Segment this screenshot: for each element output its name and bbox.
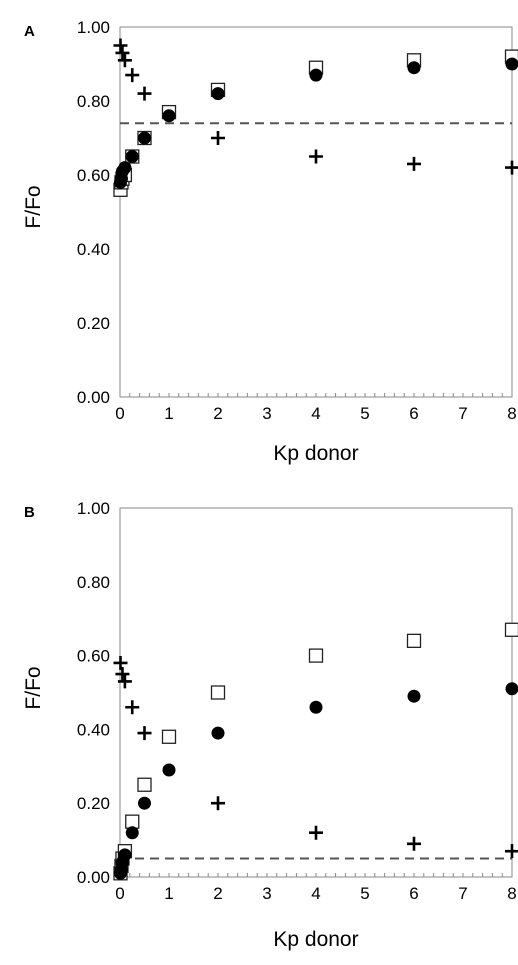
- data-point-open-square: [504, 622, 518, 637]
- x-tick-label: 5: [360, 404, 369, 423]
- panel-letter: A: [24, 23, 35, 40]
- x-tick-label: 5: [360, 884, 369, 903]
- data-point-plus: [125, 700, 140, 715]
- data-point-filled-circle: [211, 726, 225, 740]
- data-point-open-square: [161, 729, 177, 744]
- data-point-plus: [117, 53, 132, 68]
- data-point-filled-circle: [505, 57, 518, 71]
- data-point-plus: [309, 149, 323, 164]
- x-tick-label: 2: [213, 404, 222, 423]
- data-point-filled-circle: [211, 87, 225, 101]
- data-point-filled-circle: [407, 689, 421, 703]
- y-axis-title: F/Fo: [22, 666, 45, 709]
- data-point-plus: [309, 825, 323, 840]
- y-tick-label: 0.20: [77, 794, 110, 813]
- data-point-filled-circle: [162, 763, 176, 777]
- x-tick-label: 4: [311, 884, 320, 903]
- y-tick-label: 0.60: [77, 166, 110, 185]
- y-tick-label: 0.20: [77, 314, 110, 333]
- data-point-filled-circle: [162, 109, 176, 123]
- data-point-plus: [407, 156, 421, 171]
- data-point-plus: [137, 726, 152, 741]
- data-point-filled-circle: [505, 682, 518, 696]
- x-axis-title: Kp donor: [273, 928, 358, 951]
- x-axis-title: Kp donor: [273, 442, 358, 465]
- data-point-filled-circle: [118, 848, 132, 862]
- data-point-plus: [505, 844, 518, 859]
- data-point-plus: [407, 836, 421, 851]
- y-tick-label: 1.00: [77, 18, 110, 37]
- y-tick-label: 0.40: [77, 720, 110, 739]
- data-point-plus: [211, 796, 225, 811]
- y-tick-label: 0.00: [77, 868, 110, 887]
- data-point-filled-circle: [125, 150, 139, 163]
- y-tick-label: 0.60: [77, 647, 110, 666]
- y-axis-title: F/Fo: [22, 185, 45, 228]
- x-tick-label: 4: [311, 404, 320, 423]
- x-tick-label: 3: [262, 884, 271, 903]
- data-point-filled-circle: [125, 826, 139, 840]
- x-tick-label: 7: [458, 884, 467, 903]
- x-tick-label: 0: [115, 884, 124, 903]
- x-tick-label: 1: [164, 404, 173, 423]
- data-point-filled-circle: [407, 61, 421, 75]
- data-point-plus: [113, 38, 128, 53]
- data-point-plus: [505, 160, 518, 175]
- data-point-open-square: [137, 777, 152, 792]
- data-point-filled-circle: [138, 131, 151, 145]
- y-tick-label: 0.80: [77, 573, 110, 592]
- data-point-plus: [117, 674, 132, 689]
- x-tick-label: 7: [458, 404, 467, 423]
- data-point-filled-circle: [118, 161, 132, 175]
- data-point-plus: [115, 667, 130, 682]
- x-tick-label: 8: [507, 404, 516, 423]
- x-tick-label: 6: [409, 404, 418, 423]
- chart-panel-a: A F/Fo Kp donor 0 1 2 3 4 5 6 7 8 0.00 0.20 0.40 0.6…: [22, 18, 518, 465]
- chart-panel-b: B F/Fo Kp donor 0 1 2 3 4 5 6 7 8 0.00 0.20 0.40 0.6…: [22, 499, 518, 951]
- y-tick-label: 0.80: [77, 92, 110, 111]
- data-point-filled-circle: [309, 68, 323, 82]
- x-tick-label: 1: [164, 884, 173, 903]
- x-tick-label: 6: [409, 884, 418, 903]
- data-point-plus: [115, 45, 130, 60]
- x-tick-label: 0: [115, 404, 124, 423]
- y-tick-label: 0.00: [77, 388, 110, 407]
- data-point-plus: [137, 86, 152, 101]
- data-point-open-square: [308, 648, 324, 663]
- y-tick-label: 1.00: [77, 499, 110, 518]
- data-point-plus: [125, 68, 140, 83]
- x-tick-label: 3: [262, 404, 271, 423]
- data-point-plus: [113, 655, 128, 670]
- panel-letter: B: [24, 504, 35, 521]
- data-point-plus: [211, 131, 225, 145]
- data-point-open-square: [406, 633, 422, 648]
- x-tick-label: 8: [507, 884, 516, 903]
- data-point-open-square: [125, 814, 140, 829]
- data-point-open-square: [210, 685, 226, 700]
- data-point-filled-circle: [309, 700, 323, 714]
- x-tick-label: 2: [213, 884, 222, 903]
- data-point-filled-circle: [138, 796, 151, 810]
- y-tick-label: 0.40: [77, 240, 110, 259]
